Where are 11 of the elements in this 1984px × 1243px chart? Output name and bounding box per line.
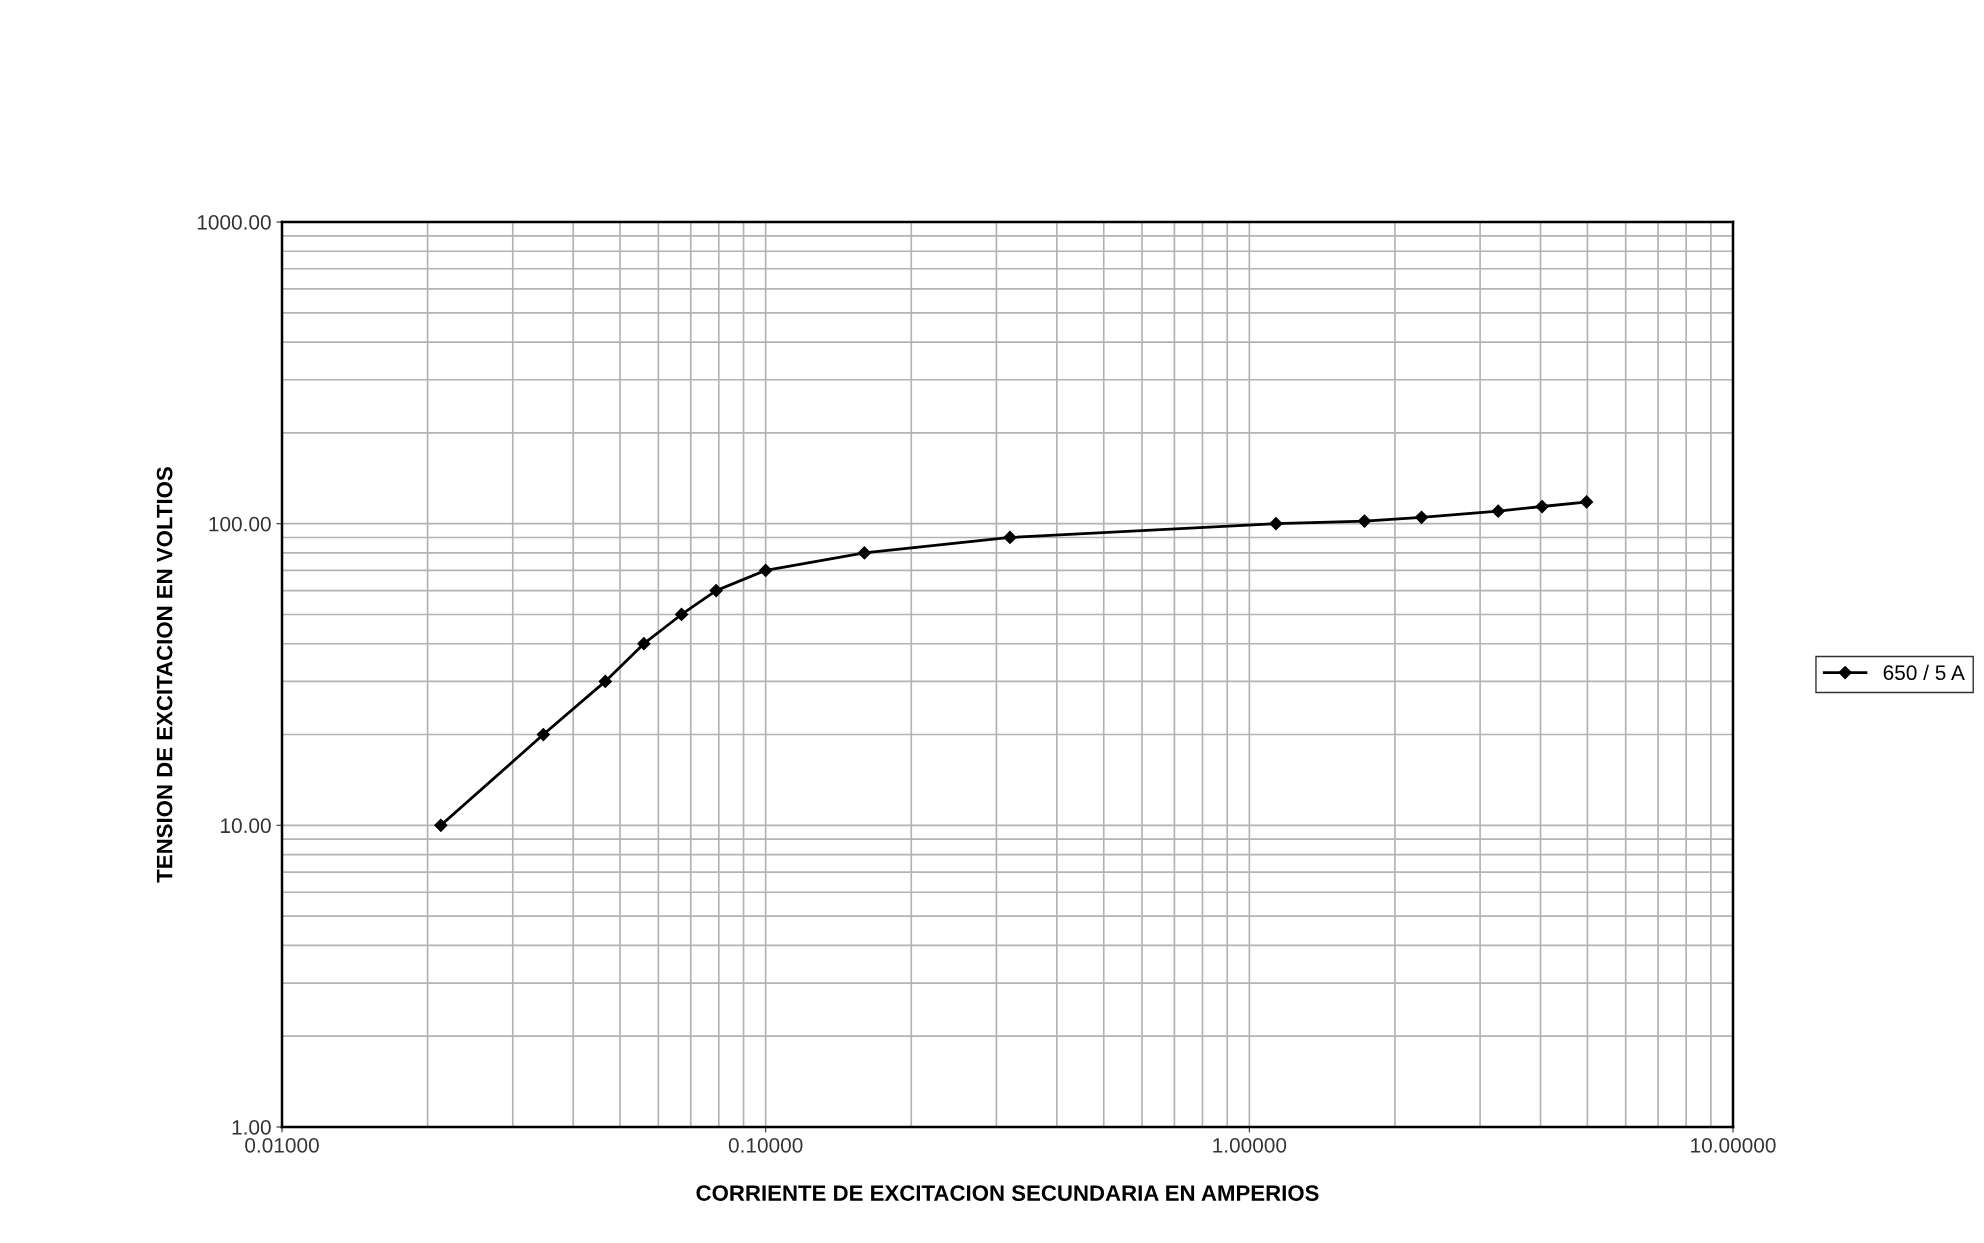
y-tick-label: 1000.00 (197, 215, 271, 230)
x-tick-label: 10.00000 (1691, 1137, 1776, 1153)
x-tick-label: 0.01000 (245, 1137, 319, 1153)
x-tick-label: 0.10000 (728, 1137, 803, 1153)
legend-label: 650 / 5 A (1883, 664, 1965, 681)
x-tick-label: 1.00000 (1213, 1137, 1287, 1153)
y-tick-label: 1.00 (232, 1120, 271, 1135)
y-axis-title: TENSION DE EXCITACION EN VOLTIOS (156, 467, 173, 883)
x-axis-title: CORRIENTE DE EXCITACION SECUNDARIA EN AMPERIOS (696, 1185, 1319, 1201)
y-tick-label: 10.00 (221, 818, 271, 834)
y-tick-label: 100.00 (209, 516, 271, 532)
